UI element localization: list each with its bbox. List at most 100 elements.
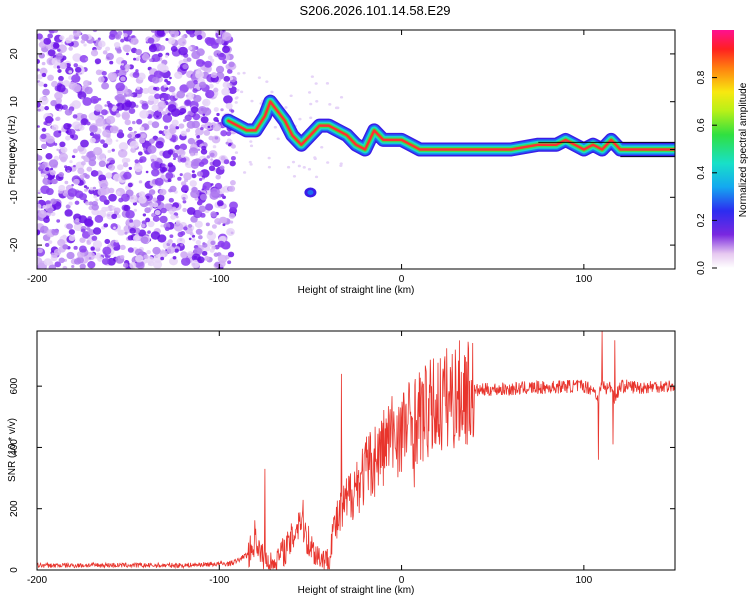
spectrogram-noise [37,30,344,269]
noise-blob [127,247,134,253]
noise-blob [84,57,89,61]
noise-blob [104,206,110,212]
spectrogram-xtick-label: 100 [576,274,593,285]
noise-blob [53,65,58,69]
noise-blob [171,33,175,38]
noise-blob [213,107,219,112]
noise-blob [68,201,73,206]
noise-blob [72,53,82,62]
noise-blob [220,130,228,137]
noise-speck [307,91,312,94]
noise-blob [73,222,84,232]
noise-blob [149,202,155,207]
noise-blob [123,171,132,180]
noise-blob [64,166,73,173]
noise-blob [38,209,48,218]
noise-blob [102,50,108,55]
colorbar-tick-label: 0.4 [696,165,707,179]
noise-blob [168,85,176,93]
noise-blob [218,53,227,61]
noise-blob [37,59,40,64]
noise-blob [151,121,160,129]
noise-blob [99,195,107,203]
noise-blob [87,261,96,269]
noise-blob [213,252,219,257]
noise-blob [228,61,235,68]
noise-blob [111,213,118,219]
noise-blob [181,35,186,39]
noise-blob [197,256,205,264]
noise-blob [54,103,64,112]
noise-blob [143,254,149,260]
noise-blob [56,84,66,93]
noise-blob [64,209,73,217]
noise-speck [309,116,313,120]
noise-blob [115,93,125,102]
noise-blob [73,164,76,168]
noise-blob [152,246,161,255]
noise-blob [47,74,54,81]
noise-blob [92,30,98,33]
noise-blob [163,93,171,101]
noise-blob [162,114,173,123]
snr-y-label: SNR (10 * v/v) [7,418,18,482]
noise-blob [133,163,143,173]
noise-blob [205,222,210,227]
noise-blob [77,167,85,175]
noise-blob [213,87,219,93]
noise-blob [115,82,125,92]
noise-blob [181,184,189,191]
noise-blob [163,83,168,88]
colorbar-gradient [712,30,734,268]
noise-blob [44,175,49,179]
noise-blob [68,46,73,51]
noise-blob [169,212,173,215]
snr-ytick-label: 400 [9,439,20,456]
noise-blob [107,149,112,154]
noise-blob [75,66,82,73]
noise-blob [66,251,75,260]
noise-blob [75,218,80,223]
snr-ytick-label: 600 [9,377,20,394]
noise-blob [216,200,224,207]
noise-blob [174,248,179,253]
noise-speck [326,161,330,164]
noise-blob [220,216,228,224]
snr-y-axis: 0 200 400 600 [9,377,675,573]
noise-blob [210,39,216,45]
noise-blob [198,81,207,89]
noise-blob [123,204,131,212]
noise-blob [201,61,206,65]
noise-blob [182,207,187,213]
noise-blob [97,76,105,83]
noise-blob [167,149,174,155]
noise-blob [230,155,236,161]
noise-speck [314,175,319,179]
noise-blob [210,187,220,197]
noise-blob [113,241,120,247]
noise-blob [206,155,211,159]
colorbar-tick-label: 0.2 [696,213,707,227]
noise-blob [198,205,207,213]
noise-blob [191,170,195,173]
snr-x-label: Height of straight line (km) [298,585,415,596]
noise-blob [163,128,171,136]
noise-blob [215,174,221,180]
spectrogram-ytick-label: 0 [9,146,20,152]
noise-blob [202,242,208,248]
noise-blob [222,81,230,89]
noise-blob [166,80,171,86]
noise-blob [74,36,79,40]
noise-speck [307,167,312,171]
noise-blob [223,159,230,165]
noise-blob [140,236,149,244]
noise-blob [38,81,44,87]
noise-blob [135,254,144,263]
noise-blob [54,91,63,100]
noise-blob [62,265,68,269]
noise-blob [138,229,147,237]
noise-blob [214,182,223,190]
noise-blob [44,242,50,248]
noise-blob [204,255,210,261]
noise-blob [85,186,90,190]
